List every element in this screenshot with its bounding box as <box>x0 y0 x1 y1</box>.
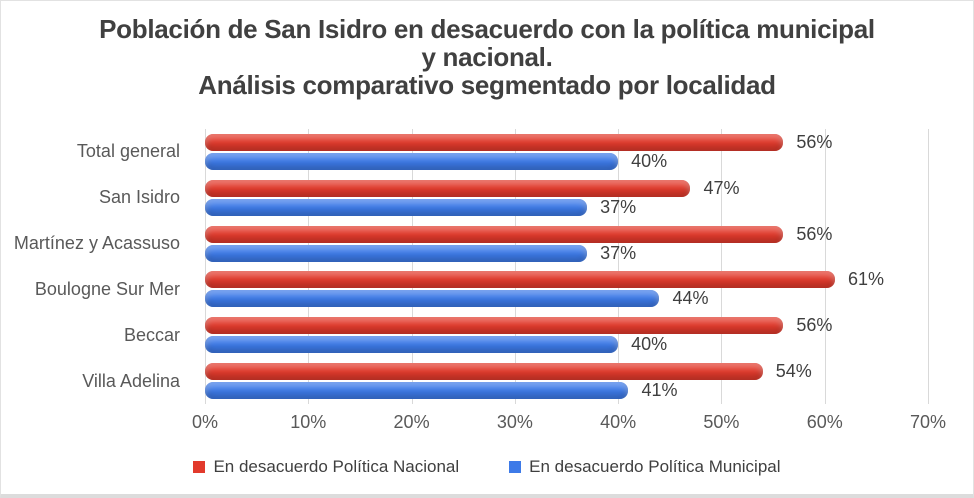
bar-row: 56% <box>205 223 928 244</box>
data-label: 40% <box>631 150 668 171</box>
bar-nacional <box>205 363 763 381</box>
bar-row: 56% <box>205 131 928 152</box>
data-label: 54% <box>775 361 812 382</box>
category-label: Beccar <box>123 324 180 345</box>
bar-row: 37% <box>205 242 928 263</box>
bar-row: 40% <box>205 334 928 355</box>
gridline <box>308 129 310 404</box>
data-label: 41% <box>641 380 678 401</box>
category-axis: Total general San Isidro Martínez y Acassu… <box>1 129 193 404</box>
bar-row: 44% <box>205 288 928 309</box>
category-label: Boulogne Sur Mer <box>34 278 180 299</box>
data-label: 37% <box>600 242 637 263</box>
legend-swatch-icon <box>193 461 206 473</box>
bar-nacional <box>205 317 784 335</box>
bar-municipal <box>205 336 619 354</box>
bar-row: 47% <box>205 177 928 198</box>
x-axis-tick-label: 10% <box>290 412 327 432</box>
data-label: 40% <box>631 334 668 355</box>
category-label: San Isidro <box>98 187 180 208</box>
gridline <box>411 129 413 404</box>
category-label: Martínez y Acassuso <box>13 233 180 254</box>
bar-group: 61% 44% <box>205 266 928 312</box>
bar-row: 37% <box>205 196 928 217</box>
bar-municipal <box>205 382 629 400</box>
bar-nacional <box>205 271 836 289</box>
bar-group: 56% 40% <box>205 129 928 175</box>
legend-swatch-icon <box>509 461 522 473</box>
x-axis: 0% 10% 20% 30% 40% 50% 60% 70% <box>192 412 946 434</box>
bar-nacional <box>205 179 691 197</box>
chart-title-line-3: Análisis comparativo segmentado por loca… <box>198 70 776 100</box>
bar-group: 47% 37% <box>205 175 928 221</box>
gridline <box>928 129 929 404</box>
bar-row: 40% <box>205 150 928 171</box>
x-axis-tick-label: 60% <box>806 412 843 432</box>
bar-municipal <box>205 290 660 308</box>
data-label: 37% <box>600 196 637 217</box>
gridline <box>514 129 516 404</box>
data-label: 47% <box>703 177 740 198</box>
bar-row: 41% <box>205 380 928 401</box>
legend-item: En desacuerdo Política Nacional <box>193 457 459 477</box>
gridline <box>721 129 723 404</box>
bar-municipal <box>205 244 588 262</box>
data-label: 61% <box>848 269 885 290</box>
category-label: Total general <box>76 141 180 162</box>
gridline <box>618 129 620 404</box>
legend-label: En desacuerdo Política Nacional <box>213 457 460 476</box>
chart-title: Población de San Isidro en desacuerdo co… <box>1 15 973 99</box>
bar-group: 56% 40% <box>205 312 928 358</box>
bar-nacional <box>205 133 784 151</box>
category-label: Villa Adelina <box>82 370 180 391</box>
data-label: 56% <box>796 315 833 336</box>
legend-label: En desacuerdo Política Municipal <box>529 457 781 476</box>
x-axis-tick-label: 40% <box>600 412 637 432</box>
gridline <box>824 129 826 404</box>
chart-title-line-1: Población de San Isidro en desacuerdo co… <box>99 14 875 44</box>
legend: En desacuerdo Política Nacional En desacu… <box>1 457 973 477</box>
legend-item: En desacuerdo Política Municipal <box>509 457 781 477</box>
gridline <box>205 129 206 404</box>
x-axis-tick-label: 20% <box>393 412 430 432</box>
bar-group: 54% 41% <box>205 358 928 404</box>
bar-row: 56% <box>205 315 928 336</box>
x-axis-tick-label: 0% <box>191 412 219 432</box>
bar-row: 61% <box>205 269 928 290</box>
data-label: 56% <box>796 223 833 244</box>
x-axis-tick-label: 30% <box>496 412 533 432</box>
x-axis-tick-label: 50% <box>703 412 740 432</box>
bar-municipal <box>205 152 619 170</box>
bar-row: 54% <box>205 361 928 382</box>
bar-municipal <box>205 198 588 216</box>
x-axis-tick-label: 70% <box>909 412 947 432</box>
data-label: 56% <box>796 131 833 152</box>
chart-title-line-2: y nacional. <box>421 42 553 72</box>
bar-nacional <box>205 225 784 243</box>
plot-area: 56% 40% 47% 37% 56% 37% 61% 44% 56% 40% 54% 41% <box>205 129 929 404</box>
data-label: 44% <box>672 288 709 309</box>
bar-group: 56% 37% <box>205 221 928 267</box>
